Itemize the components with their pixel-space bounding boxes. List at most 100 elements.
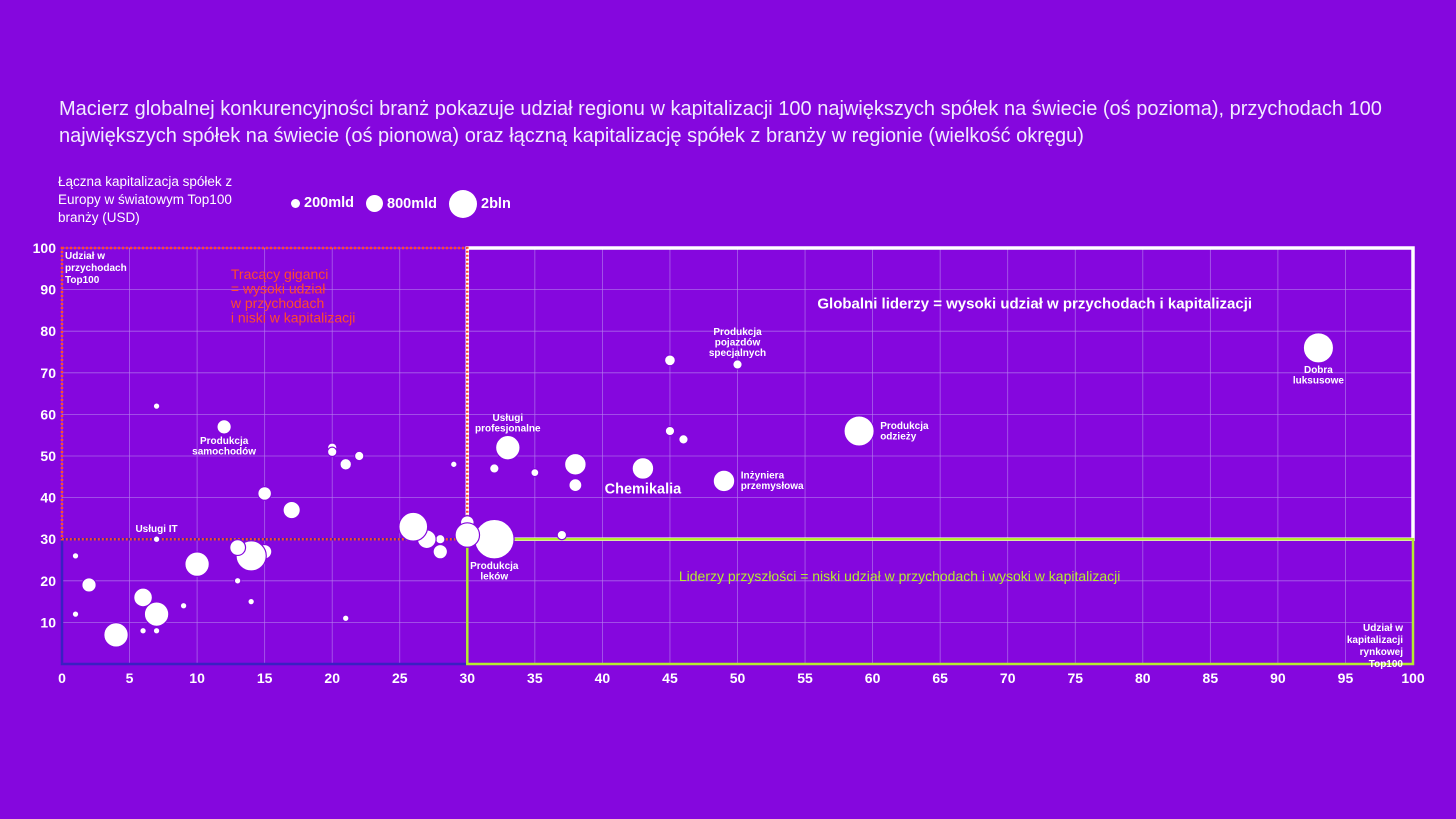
bubble	[435, 533, 446, 545]
bubble	[103, 622, 129, 648]
bubble-label: Produkcja pojazdów specjalnych	[709, 327, 766, 359]
x-tick-label: 25	[392, 670, 408, 686]
x-axis-title: Udział w kapitalizacji rynkowej Top100	[1347, 623, 1404, 670]
bubble	[563, 452, 587, 476]
x-tick-label: 35	[527, 670, 543, 686]
x-tick-label: 5	[126, 670, 134, 686]
y-tick-label: 70	[40, 365, 56, 381]
bubble	[454, 522, 481, 548]
bubble	[229, 539, 247, 557]
bubble	[133, 587, 154, 608]
bubbles: Dobra luksusowe Produkcja odzieży Produkcja p…	[71, 327, 1345, 648]
y-tick-label: 20	[40, 573, 56, 589]
y-tick-label: 30	[40, 531, 56, 547]
x-tick-label: 50	[730, 670, 746, 686]
quadrant-label-green: Liderzy przyszłości = niski udział w prz…	[679, 568, 1121, 584]
bubble	[494, 434, 521, 461]
bubble	[664, 425, 676, 437]
bubble	[398, 511, 429, 542]
x-tick-label: 60	[865, 670, 881, 686]
x-tick-label: 20	[324, 670, 340, 686]
legend-item-small: 200mld	[291, 195, 354, 211]
x-tick-label: 30	[460, 670, 476, 686]
bubble-label: Chemikalia	[605, 481, 682, 497]
bubble	[432, 543, 449, 560]
bubble	[233, 576, 242, 585]
y-tick-label: 40	[40, 490, 56, 506]
x-tick-label: 90	[1270, 670, 1286, 686]
x-tick-label: 55	[797, 670, 813, 686]
x-tick-label: 0	[58, 670, 66, 686]
bubble	[530, 468, 540, 478]
bubble	[247, 597, 255, 606]
bubble	[489, 463, 500, 474]
quadrant-label-white: Globalni liderzy = wysoki udział w przyc…	[817, 295, 1252, 312]
quadrant-labels: Tracący giganci = wysoki udział w przychod…	[230, 266, 1252, 584]
x-tick-label: 75	[1067, 670, 1083, 686]
bubble	[152, 402, 161, 410]
x-tick-label: 15	[257, 670, 273, 686]
x-tick-label: 45	[662, 670, 678, 686]
legend-item-medium: 800mld	[366, 195, 437, 212]
x-tick-label: 85	[1203, 670, 1219, 686]
bubble-label: Inżyniera przemysłowa	[741, 471, 804, 493]
bubble	[71, 552, 80, 560]
bubble	[556, 529, 568, 541]
bubble	[678, 434, 689, 445]
bubble-label: Produkcja odzieży	[880, 421, 929, 443]
legend-large-circle-icon	[449, 190, 477, 218]
bubble-label: Dobra luksusowe	[1293, 365, 1345, 387]
bubble	[631, 457, 655, 480]
bubble	[326, 446, 338, 458]
legend-label-small: 200mld	[304, 195, 354, 211]
y-tick-label: 100	[33, 240, 57, 256]
x-axis: 0 5 10 15 20 25 30 35 40 45 50 55 60 65 70 75 80 85 90 95 10…	[58, 623, 1425, 686]
quadrant-label-red: Tracący giganci = wysoki udział w przychod…	[230, 266, 355, 326]
legend-small-circle-icon	[291, 198, 300, 208]
y-tick-label: 90	[40, 282, 56, 298]
legend-label-medium: 800mld	[387, 195, 437, 212]
bubble-label: Produkcja samochodów	[192, 436, 256, 458]
bubble-label: Produkcja leków	[470, 561, 519, 583]
quadrant-green	[466, 537, 1415, 666]
bubble-label: Usługi profesjonalne	[475, 413, 541, 435]
bubble	[843, 415, 875, 447]
bubble	[568, 478, 583, 493]
x-tick-label: 95	[1338, 670, 1354, 686]
legend-medium-circle-icon	[366, 195, 383, 212]
x-tick-label: 70	[1000, 670, 1016, 686]
legend-title: Łączna kapitalizacja spółek z Europy w ś…	[58, 174, 233, 225]
bubble	[179, 601, 188, 610]
bubble	[663, 354, 676, 367]
quadrants	[60, 246, 1415, 666]
bubble	[152, 626, 161, 635]
x-tick-label: 10	[189, 670, 205, 686]
bubble	[184, 551, 210, 577]
bubble	[143, 601, 170, 627]
x-tick-label: 80	[1135, 670, 1151, 686]
bubble	[81, 577, 97, 593]
bubble	[341, 614, 350, 623]
y-tick-label: 10	[40, 614, 56, 630]
bubble	[282, 500, 301, 520]
bubble	[71, 610, 80, 618]
bubble	[473, 518, 515, 560]
bubble	[1302, 332, 1335, 364]
bubble	[353, 450, 365, 462]
legend-label-large: 2bln	[481, 196, 511, 212]
chart-title: Macierz globalnej konkurencyjności branż…	[59, 98, 1382, 147]
x-tick-label: 40	[595, 670, 611, 686]
bubble	[216, 419, 232, 435]
bubble	[449, 460, 458, 469]
bubble	[712, 469, 736, 493]
bubble	[139, 626, 147, 635]
x-tick-label: 100	[1401, 670, 1425, 686]
y-axis: 10 20 30 40 50 60 70 80 90 100 Udział w przychodach…	[33, 240, 127, 630]
legend-item-large: 2bln	[449, 190, 511, 218]
y-tick-label: 60	[40, 406, 56, 422]
bubble	[257, 486, 273, 501]
bubble-label: Usługi IT	[135, 524, 177, 535]
x-tick-label: 65	[932, 670, 948, 686]
bubble	[732, 359, 743, 370]
